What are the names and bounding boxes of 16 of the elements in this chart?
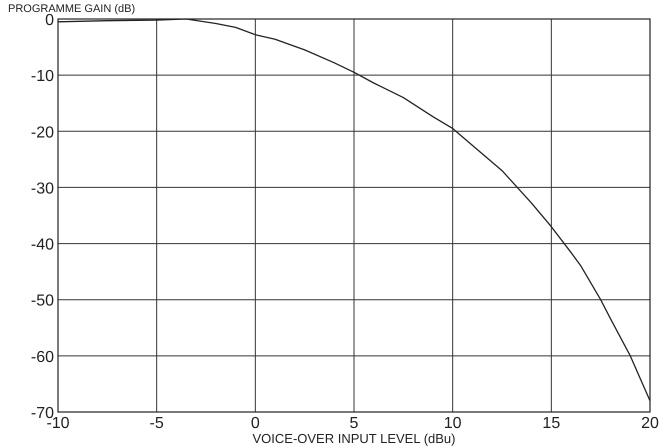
- y-tick-label: -40: [30, 236, 54, 254]
- x-axis-title: VOICE-OVER INPUT LEVEL (dBu): [252, 431, 456, 446]
- x-tick-label: 5: [350, 415, 359, 432]
- y-tick-label: -30: [30, 180, 54, 198]
- y-axis-title: PROGRAMME GAIN (dB): [8, 3, 136, 15]
- x-tick-label: -5: [150, 415, 164, 432]
- y-tick-label: 0: [45, 12, 54, 29]
- x-tick-label: 20: [641, 415, 659, 432]
- x-tick-label: 0: [250, 415, 260, 432]
- y-tick-label: -50: [30, 292, 54, 310]
- y-tick-label: -70: [30, 405, 54, 422]
- y-tick-label: -60: [30, 348, 54, 366]
- x-tick-label: 15: [542, 415, 560, 432]
- y-tick-label: -10: [30, 68, 54, 86]
- y-tick-label: -20: [30, 124, 54, 142]
- x-tick-label: 10: [444, 415, 462, 432]
